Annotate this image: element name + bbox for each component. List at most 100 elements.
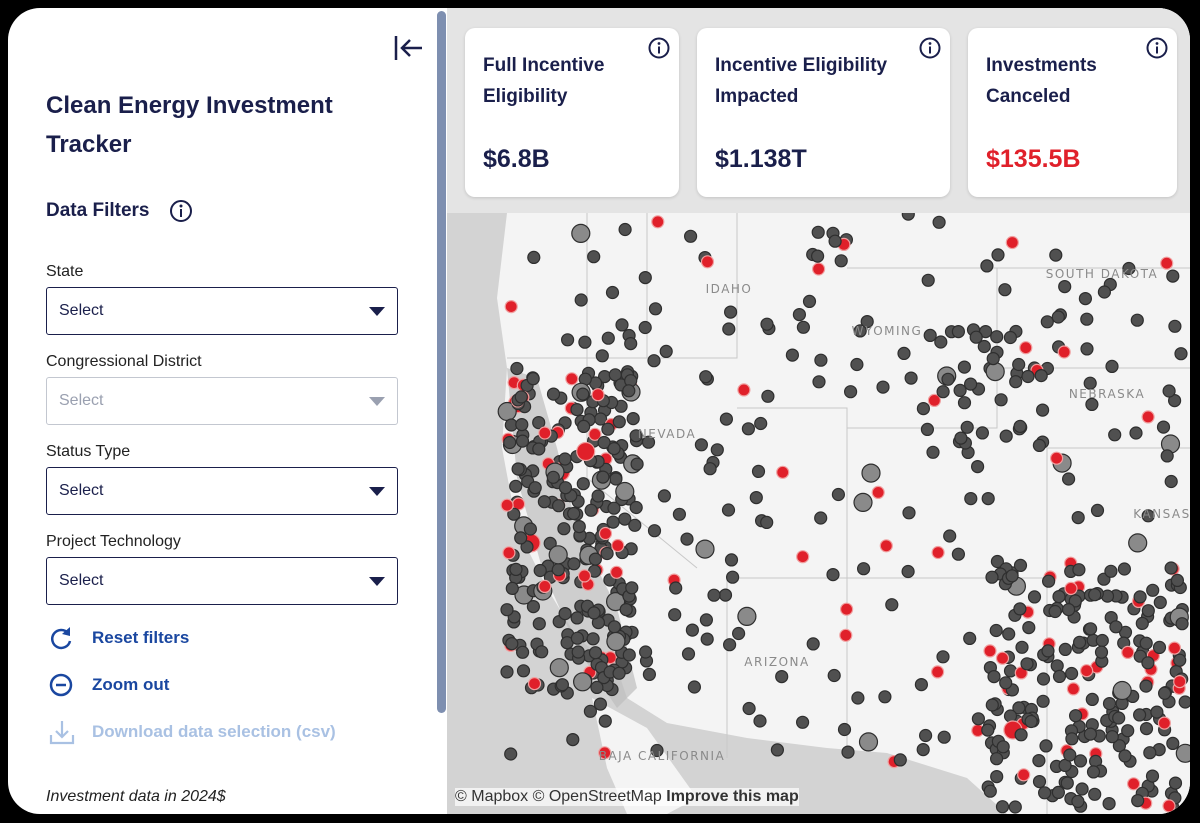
project-dot[interactable] (535, 645, 549, 659)
project-dot[interactable] (1071, 511, 1085, 525)
project-dot[interactable] (963, 377, 978, 391)
project-dot[interactable] (505, 637, 519, 651)
project-dot[interactable] (963, 631, 977, 646)
project-dot[interactable] (792, 308, 806, 322)
project-dot[interactable] (1022, 620, 1036, 635)
project-dot[interactable] (572, 519, 586, 534)
project-dot[interactable] (722, 322, 736, 336)
project-dot[interactable] (1013, 558, 1028, 573)
action-icon[interactable] (48, 672, 76, 700)
project-dot[interactable] (1027, 590, 1042, 604)
project-dot[interactable] (1083, 622, 1098, 636)
project-dot[interactable] (606, 631, 626, 652)
project-dot[interactable] (1141, 509, 1155, 523)
project-dot[interactable] (914, 677, 928, 692)
project-dot[interactable] (760, 317, 774, 331)
project-dot[interactable] (1061, 602, 1076, 617)
project-dot[interactable] (858, 732, 879, 752)
project-dot[interactable] (1035, 403, 1050, 417)
info-icon[interactable] (918, 36, 942, 60)
project-dot[interactable] (1057, 345, 1071, 359)
dropdown[interactable]: Select (46, 467, 398, 515)
project-dot[interactable] (647, 354, 661, 368)
project-dot[interactable] (1040, 315, 1054, 329)
project-dot[interactable] (586, 632, 600, 646)
project-dot[interactable] (576, 441, 596, 462)
project-dot[interactable] (1132, 708, 1147, 722)
project-dot[interactable] (1139, 721, 1154, 736)
project-dot[interactable] (618, 222, 632, 237)
project-dot[interactable] (1117, 562, 1132, 576)
project-dot[interactable] (726, 570, 740, 584)
project-dot[interactable] (619, 602, 633, 617)
project-dot[interactable] (641, 435, 656, 449)
project-dot[interactable] (577, 419, 591, 433)
project-dot[interactable] (802, 294, 817, 308)
project-dot[interactable] (989, 752, 1004, 766)
project-dot[interactable] (515, 434, 530, 448)
project-dot[interactable] (551, 499, 566, 513)
project-dot[interactable] (1102, 696, 1117, 711)
project-dot[interactable] (598, 714, 612, 728)
project-dot[interactable] (1071, 794, 1085, 809)
project-dot[interactable] (703, 462, 717, 476)
project-dot[interactable] (1097, 285, 1112, 299)
project-dot[interactable] (814, 353, 828, 367)
project-dot[interactable] (558, 481, 573, 495)
project-dot[interactable] (1068, 709, 1083, 723)
project-dot[interactable] (1017, 768, 1031, 782)
project-dot[interactable] (980, 259, 994, 273)
project-dot[interactable] (1105, 359, 1119, 373)
project-dot[interactable] (985, 570, 999, 584)
project-dot[interactable] (960, 420, 974, 434)
project-dot[interactable] (721, 503, 736, 517)
project-dot[interactable] (983, 784, 997, 798)
project-dot[interactable] (591, 489, 605, 503)
project-dot[interactable] (566, 732, 580, 747)
action-button[interactable]: Reset filters (92, 628, 190, 647)
project-dot[interactable] (1013, 602, 1027, 616)
project-dot[interactable] (500, 665, 514, 679)
project-dot[interactable] (546, 387, 561, 401)
project-dot[interactable] (509, 562, 523, 577)
project-dot[interactable] (796, 550, 810, 564)
project-dot[interactable] (1061, 472, 1076, 486)
project-dot[interactable] (1048, 604, 1062, 619)
project-dot[interactable] (1036, 694, 1050, 708)
project-dot[interactable] (680, 532, 694, 546)
project-dot[interactable] (650, 743, 664, 758)
project-dot[interactable] (558, 452, 572, 466)
project-dot[interactable] (629, 500, 643, 515)
project-dot[interactable] (659, 344, 673, 358)
project-dot[interactable] (1058, 280, 1072, 294)
project-dot[interactable] (737, 606, 757, 627)
project-dot[interactable] (724, 305, 738, 319)
project-dot[interactable] (685, 623, 699, 637)
project-dot[interactable] (718, 588, 733, 602)
project-dot[interactable] (1032, 774, 1047, 789)
project-dot[interactable] (587, 250, 601, 264)
project-dot[interactable] (724, 553, 739, 567)
project-dot[interactable] (737, 383, 751, 397)
project-dot[interactable] (1012, 357, 1026, 372)
project-dot[interactable] (986, 352, 1000, 366)
project-dot[interactable] (510, 361, 524, 376)
project-dot[interactable] (1086, 765, 1101, 779)
project-dot[interactable] (941, 372, 955, 386)
project-dot[interactable] (977, 339, 991, 354)
project-dot[interactable] (500, 603, 514, 617)
project-dot[interactable] (1175, 617, 1189, 631)
project-dot[interactable] (970, 460, 985, 474)
project-dot[interactable] (1164, 474, 1178, 489)
dropdown[interactable]: Select (46, 287, 398, 335)
project-dot[interactable] (827, 668, 841, 683)
project-dot[interactable] (622, 384, 636, 398)
project-dot[interactable] (954, 431, 968, 445)
project-dot[interactable] (588, 427, 602, 441)
project-dot[interactable] (591, 388, 605, 402)
project-dot[interactable] (598, 746, 612, 760)
project-dot[interactable] (828, 234, 842, 248)
project-dot[interactable] (571, 645, 585, 659)
project-dot[interactable] (996, 740, 1010, 754)
project-dot[interactable] (578, 335, 592, 349)
